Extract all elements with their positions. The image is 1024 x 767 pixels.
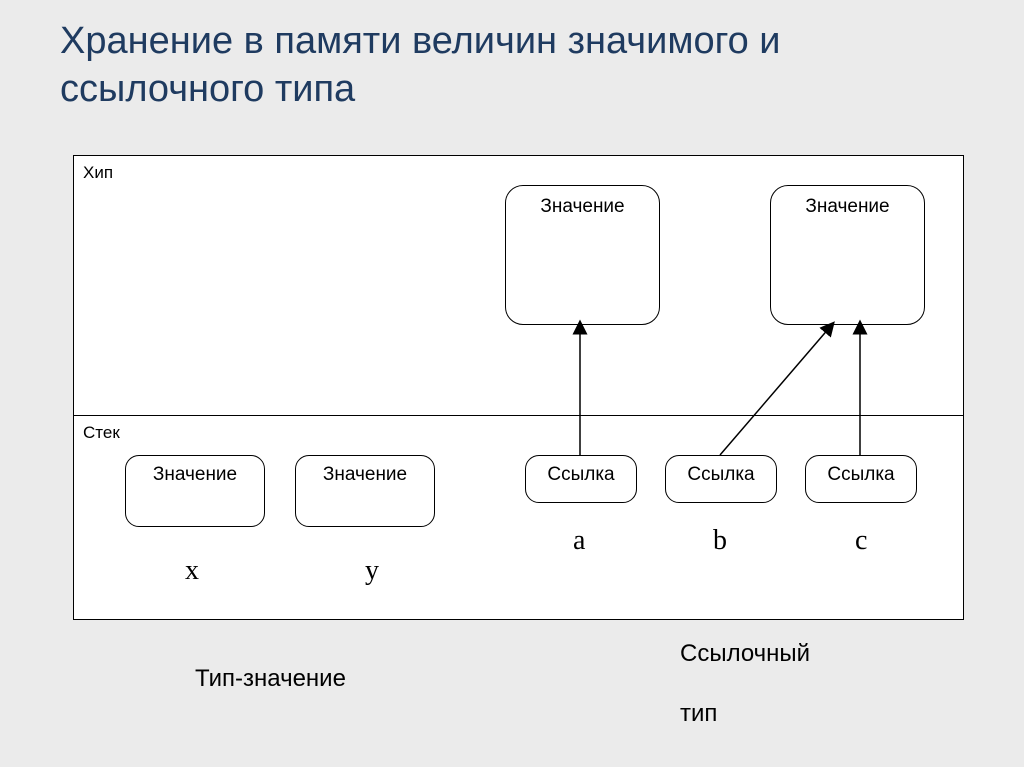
caption-value-type: Тип-значение [195, 665, 346, 693]
stack-ref-box-c-label: Ссылка [827, 464, 894, 485]
var-label-x: x [185, 555, 199, 587]
heap-value-box-1: Значение [505, 185, 660, 325]
heap-value-box-2: Значение [770, 185, 925, 325]
slide-title: Хранение в памяти величин значимого и сс… [60, 18, 960, 113]
var-label-c: c [855, 525, 867, 557]
var-label-b: b [713, 525, 727, 557]
stack-label: Стек [83, 423, 120, 443]
heap-stack-divider [73, 415, 964, 416]
var-label-y: y [365, 555, 379, 587]
stack-value-box-x-label: Значение [153, 464, 237, 485]
stack-value-box-y: Значение [295, 455, 435, 527]
stack-ref-box-b: Ссылка [665, 455, 777, 503]
heap-value-box-1-label: Значение [540, 196, 624, 217]
stack-value-box-y-label: Значение [323, 464, 407, 485]
stack-ref-box-b-label: Ссылка [687, 464, 754, 485]
stack-ref-box-c: Ссылка [805, 455, 917, 503]
var-label-a: a [573, 525, 585, 557]
slide-canvas: Хранение в памяти величин значимого и сс… [0, 0, 1024, 767]
stack-value-box-x: Значение [125, 455, 265, 527]
stack-ref-box-a: Ссылка [525, 455, 637, 503]
stack-ref-box-a-label: Ссылка [547, 464, 614, 485]
caption-ref-type-line1: Ссылочный [680, 640, 810, 668]
heap-label: Хип [83, 163, 113, 183]
caption-ref-type-line2: тип [680, 700, 717, 728]
heap-value-box-2-label: Значение [805, 196, 889, 217]
